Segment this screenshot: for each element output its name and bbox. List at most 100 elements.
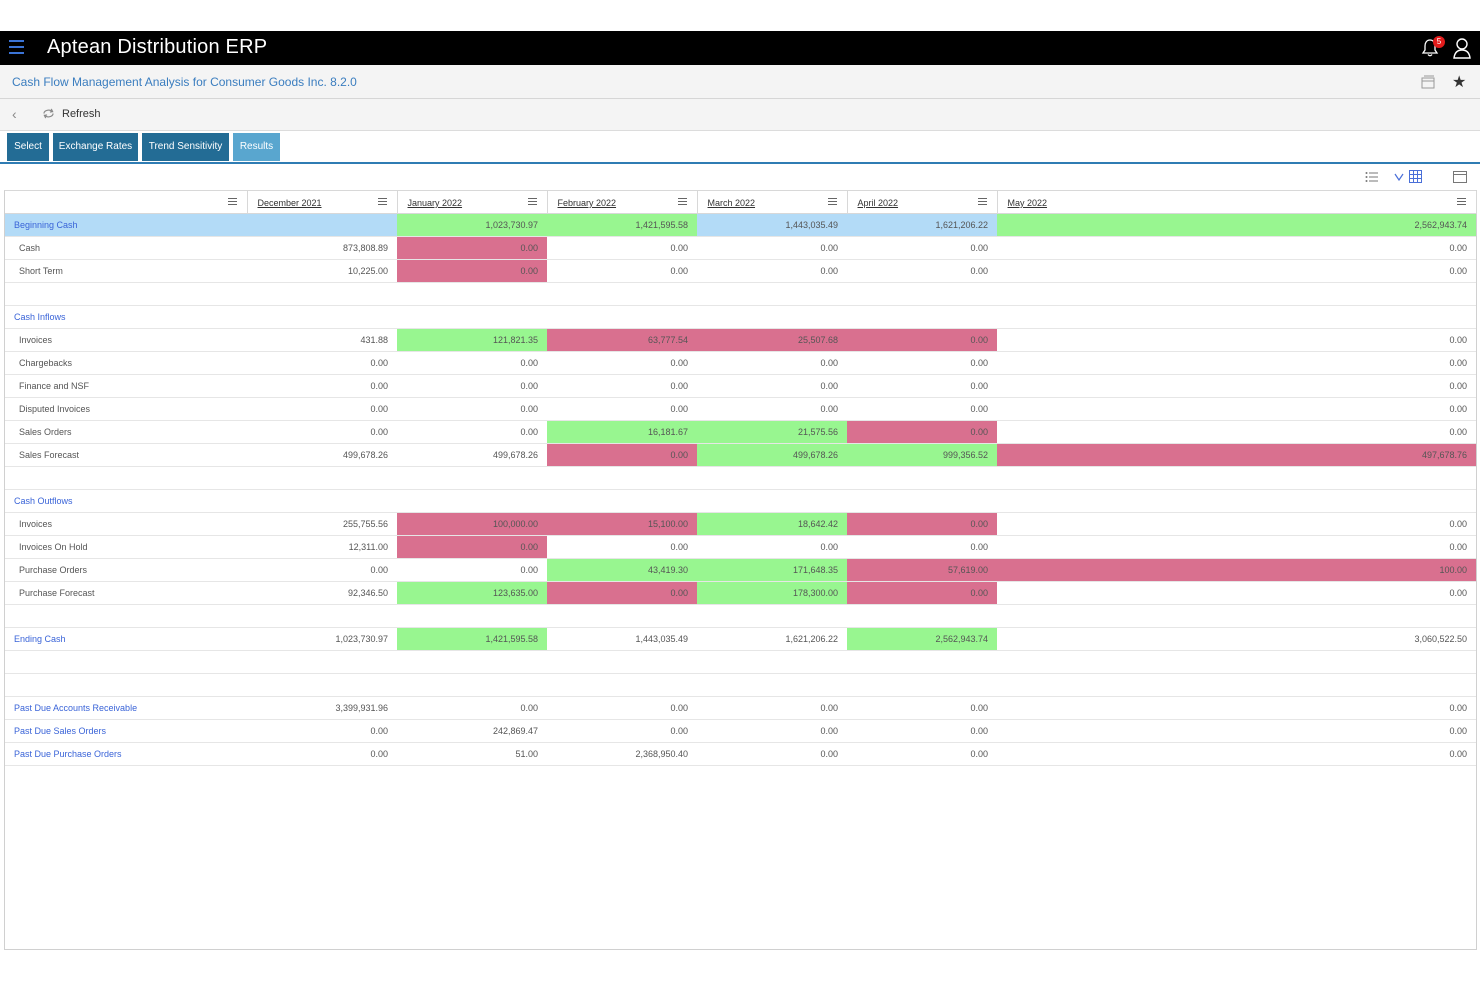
results-table: December 2021 January 2022 February 2022… bbox=[5, 191, 1477, 766]
value-cell: 0.00 bbox=[547, 535, 697, 559]
value-cell: 0.00 bbox=[847, 719, 997, 743]
column-menu-icon[interactable] bbox=[677, 198, 687, 207]
column-menu-icon[interactable] bbox=[827, 198, 837, 207]
user-icon[interactable] bbox=[1452, 37, 1472, 59]
empty-cell bbox=[547, 282, 697, 306]
value-cell bbox=[247, 305, 397, 329]
column-menu-icon[interactable] bbox=[227, 198, 237, 207]
column-header[interactable]: January 2022 bbox=[397, 191, 548, 214]
list-settings-icon[interactable] bbox=[1365, 171, 1379, 183]
column-header[interactable]: April 2022 bbox=[847, 191, 998, 214]
column-header[interactable]: May 2022 bbox=[997, 191, 1477, 214]
filter-chevron-icon[interactable] bbox=[1394, 173, 1404, 181]
back-chevron-icon[interactable]: ‹ bbox=[12, 106, 17, 122]
row-label: Cash bbox=[5, 236, 247, 260]
table-row: Chargebacks 0.00 0.00 0.00 0.00 0.00 0.00 bbox=[5, 351, 1476, 375]
value-cell: 0.00 bbox=[847, 742, 997, 766]
empty-cell bbox=[697, 282, 847, 306]
row-label[interactable]: Past Due Purchase Orders bbox=[5, 742, 247, 766]
column-header[interactable]: February 2022 bbox=[547, 191, 698, 214]
value-cell: 0.00 bbox=[547, 443, 697, 467]
row-label[interactable]: Past Due Accounts Receivable bbox=[5, 696, 247, 720]
grid-tools bbox=[1360, 170, 1475, 186]
row-label[interactable]: Cash Inflows bbox=[5, 305, 247, 329]
column-menu-icon[interactable] bbox=[377, 198, 387, 207]
row-label: Sales Orders bbox=[5, 420, 247, 444]
value-cell: 1,443,035.49 bbox=[547, 627, 697, 651]
value-cell: 0.00 bbox=[997, 397, 1476, 421]
value-cell: 0.00 bbox=[697, 696, 847, 720]
hamburger-menu-icon[interactable] bbox=[9, 40, 24, 56]
value-cell: 100.00 bbox=[997, 558, 1476, 582]
row-label: Disputed Invoices bbox=[5, 397, 247, 421]
blank-row bbox=[5, 604, 1476, 628]
value-cell bbox=[697, 305, 847, 329]
row-label: Short Term bbox=[5, 259, 247, 283]
value-cell: 0.00 bbox=[547, 696, 697, 720]
tab-exchange-rates[interactable]: Exchange Rates bbox=[53, 133, 138, 161]
empty-cell bbox=[397, 466, 547, 490]
refresh-button[interactable]: Refresh bbox=[62, 108, 101, 120]
row-label[interactable]: Past Due Sales Orders bbox=[5, 719, 247, 743]
value-cell: 57,619.00 bbox=[847, 558, 997, 582]
value-cell bbox=[847, 489, 997, 513]
empty-cell bbox=[247, 604, 397, 628]
value-cell: 0.00 bbox=[697, 742, 847, 766]
value-cell: 0.00 bbox=[547, 397, 697, 421]
value-cell: 0.00 bbox=[847, 696, 997, 720]
empty-cell bbox=[847, 604, 997, 628]
value-cell: 2,562,943.74 bbox=[997, 213, 1476, 237]
column-header[interactable]: December 2021 bbox=[247, 191, 398, 214]
favorite-star-icon[interactable]: ★ bbox=[1452, 74, 1467, 91]
label-column-header[interactable] bbox=[5, 191, 248, 214]
value-cell bbox=[397, 489, 547, 513]
value-cell: 0.00 bbox=[847, 351, 997, 375]
page-title: Cash Flow Management Analysis for Consum… bbox=[12, 75, 357, 89]
app-title: Aptean Distribution ERP bbox=[47, 36, 268, 58]
row-label[interactable]: Beginning Cash bbox=[5, 213, 247, 237]
tab-select[interactable]: Select bbox=[7, 133, 49, 161]
value-cell: 2,562,943.74 bbox=[847, 627, 997, 651]
empty-cell bbox=[247, 282, 397, 306]
empty-cell bbox=[847, 466, 997, 490]
tab-trend-sensitivity[interactable]: Trend Sensitivity bbox=[142, 133, 229, 161]
value-cell: 100,000.00 bbox=[397, 512, 547, 536]
empty-cell bbox=[997, 604, 1476, 628]
column-menu-icon[interactable] bbox=[977, 198, 987, 207]
value-cell: 121,821.35 bbox=[397, 328, 547, 352]
column-header[interactable]: March 2022 bbox=[697, 191, 848, 214]
value-cell bbox=[997, 489, 1476, 513]
empty-cell bbox=[397, 673, 547, 697]
empty-cell bbox=[997, 673, 1476, 697]
value-cell: 0.00 bbox=[547, 351, 697, 375]
expand-icon[interactable] bbox=[1453, 171, 1467, 183]
value-cell: 0.00 bbox=[997, 420, 1476, 444]
empty-cell bbox=[5, 604, 247, 628]
value-cell: 0.00 bbox=[397, 259, 547, 283]
refresh-icon[interactable] bbox=[42, 107, 55, 120]
empty-cell bbox=[397, 650, 547, 674]
value-cell: 10,225.00 bbox=[247, 259, 397, 283]
row-label[interactable]: Ending Cash bbox=[5, 627, 247, 651]
value-cell: 0.00 bbox=[397, 696, 547, 720]
tab-results[interactable]: Results bbox=[233, 133, 280, 161]
value-cell: 0.00 bbox=[247, 397, 397, 421]
value-cell: 3,399,931.96 bbox=[247, 696, 397, 720]
value-cell: 0.00 bbox=[247, 558, 397, 582]
value-cell: 1,023,730.97 bbox=[247, 627, 397, 651]
value-cell: 0.00 bbox=[247, 374, 397, 398]
blank-row bbox=[5, 466, 1476, 490]
column-menu-icon[interactable] bbox=[527, 198, 537, 207]
empty-cell bbox=[247, 673, 397, 697]
empty-cell bbox=[547, 604, 697, 628]
column-menu-icon[interactable] bbox=[1456, 198, 1466, 207]
grid-view-icon[interactable] bbox=[1409, 170, 1422, 183]
value-cell: 0.00 bbox=[697, 259, 847, 283]
value-cell: 0.00 bbox=[847, 420, 997, 444]
row-label[interactable]: Cash Outflows bbox=[5, 489, 247, 513]
value-cell: 0.00 bbox=[847, 328, 997, 352]
table-row: Finance and NSF 0.00 0.00 0.00 0.00 0.00 0.00 bbox=[5, 374, 1476, 398]
window-icon[interactable] bbox=[1421, 75, 1435, 89]
value-cell: 0.00 bbox=[397, 236, 547, 260]
value-cell: 499,678.26 bbox=[247, 443, 397, 467]
